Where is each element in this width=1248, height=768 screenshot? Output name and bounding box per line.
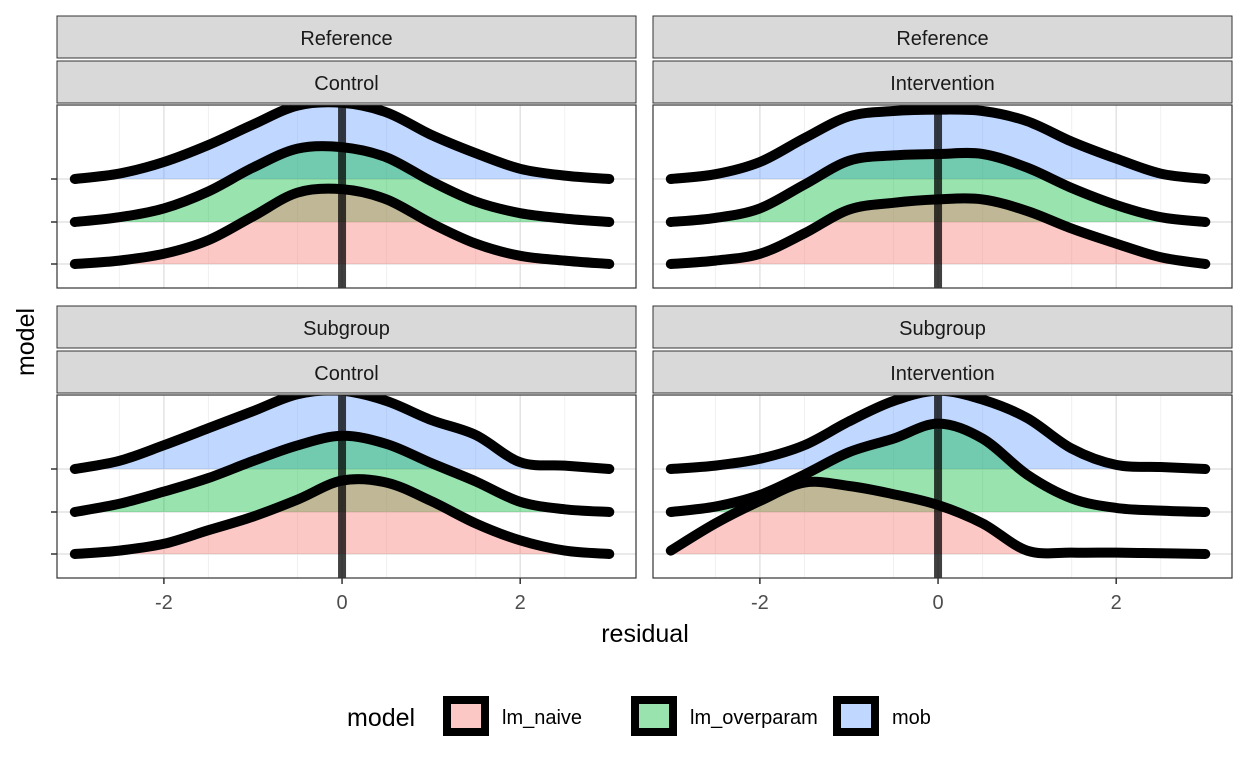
strip-label-col: Intervention: [890, 73, 995, 95]
legend-key-background: [447, 700, 485, 732]
strip-background: [652, 305, 1233, 349]
facet-panel: Reference Control: [51, 15, 637, 289]
panel-data: [665, 395, 1211, 578]
legend-key-background: [837, 700, 875, 732]
legend-label: mob: [892, 707, 931, 729]
panel-border: [56, 394, 637, 579]
legend-entry: mob: [833, 696, 931, 736]
strip-background: [56, 15, 637, 59]
legend-label: lm_overparam: [690, 707, 818, 729]
x-tick-label: 2: [515, 592, 526, 614]
strip-label-col: Control: [314, 73, 378, 95]
panel-border: [652, 394, 1233, 579]
panel-data: [69, 105, 615, 288]
legend-key-background: [635, 700, 673, 732]
strip-background: [652, 350, 1233, 394]
strip-label-row: Subgroup: [303, 318, 390, 340]
legend-key-swatch: [443, 696, 489, 736]
facet-panel: Subgroup Intervention -2 0 2: [652, 305, 1233, 614]
strip-background: [56, 305, 637, 349]
strip-label-row: Reference: [896, 28, 988, 50]
density-line-mob: [69, 395, 615, 474]
strip-background: [56, 350, 637, 394]
legend-entry: lm_overparam: [631, 696, 818, 736]
strip-label-col: Intervention: [890, 363, 995, 385]
legend-title: model: [347, 704, 415, 732]
x-tick-label: 2: [1111, 592, 1122, 614]
panel-border: [652, 104, 1233, 289]
facet-panel: Subgroup Control -2 0 2: [51, 305, 637, 614]
x-tick-label: -2: [155, 592, 173, 614]
x-tick-label: 0: [336, 592, 347, 614]
x-tick-label: 0: [932, 592, 943, 614]
legend-entry: lm_naive: [443, 696, 582, 736]
legend-label: lm_naive: [502, 707, 582, 729]
strip-label-col: Control: [314, 363, 378, 385]
strip-label-row: Reference: [300, 28, 392, 50]
legend-key-swatch: [631, 696, 677, 736]
y-axis-label: model: [12, 308, 40, 376]
legend-key-swatch: [833, 696, 879, 736]
strip-background: [652, 60, 1233, 104]
density-line-mob: [69, 105, 615, 184]
panel-data: [69, 395, 615, 578]
x-axis-label: residual: [601, 620, 689, 648]
panel-border: [56, 104, 637, 289]
density-line-mob: [665, 395, 1211, 474]
strip-label-row: Subgroup: [899, 318, 986, 340]
panel-data: [665, 105, 1211, 288]
facet-panel: Reference Intervention: [652, 15, 1233, 289]
strip-background: [56, 60, 637, 104]
x-tick-label: -2: [751, 592, 769, 614]
panels-layer: ReferenceControlReferenceInterventionSub…: [51, 15, 1233, 614]
strip-background: [652, 15, 1233, 59]
legend: model lm_naive lm_overparam mob: [347, 696, 931, 736]
